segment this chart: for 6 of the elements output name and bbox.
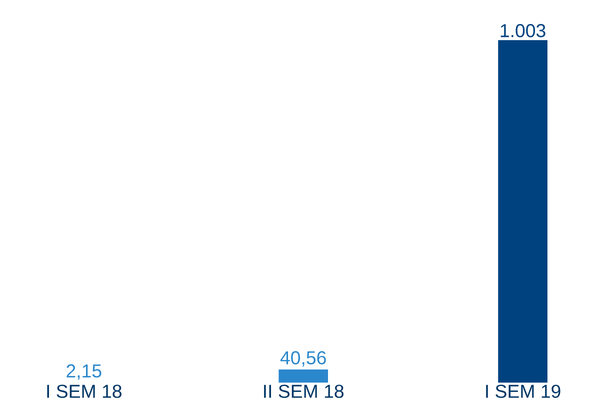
x-tick-label: I SEM 19 bbox=[486, 384, 560, 398]
data-label: 1.003 bbox=[500, 24, 546, 38]
data-label: 40,56 bbox=[280, 351, 326, 367]
x-tick-label: I SEM 18 bbox=[47, 384, 122, 398]
x-tick-label: II SEM 18 bbox=[264, 384, 344, 398]
data-label: 2,15 bbox=[66, 364, 102, 380]
